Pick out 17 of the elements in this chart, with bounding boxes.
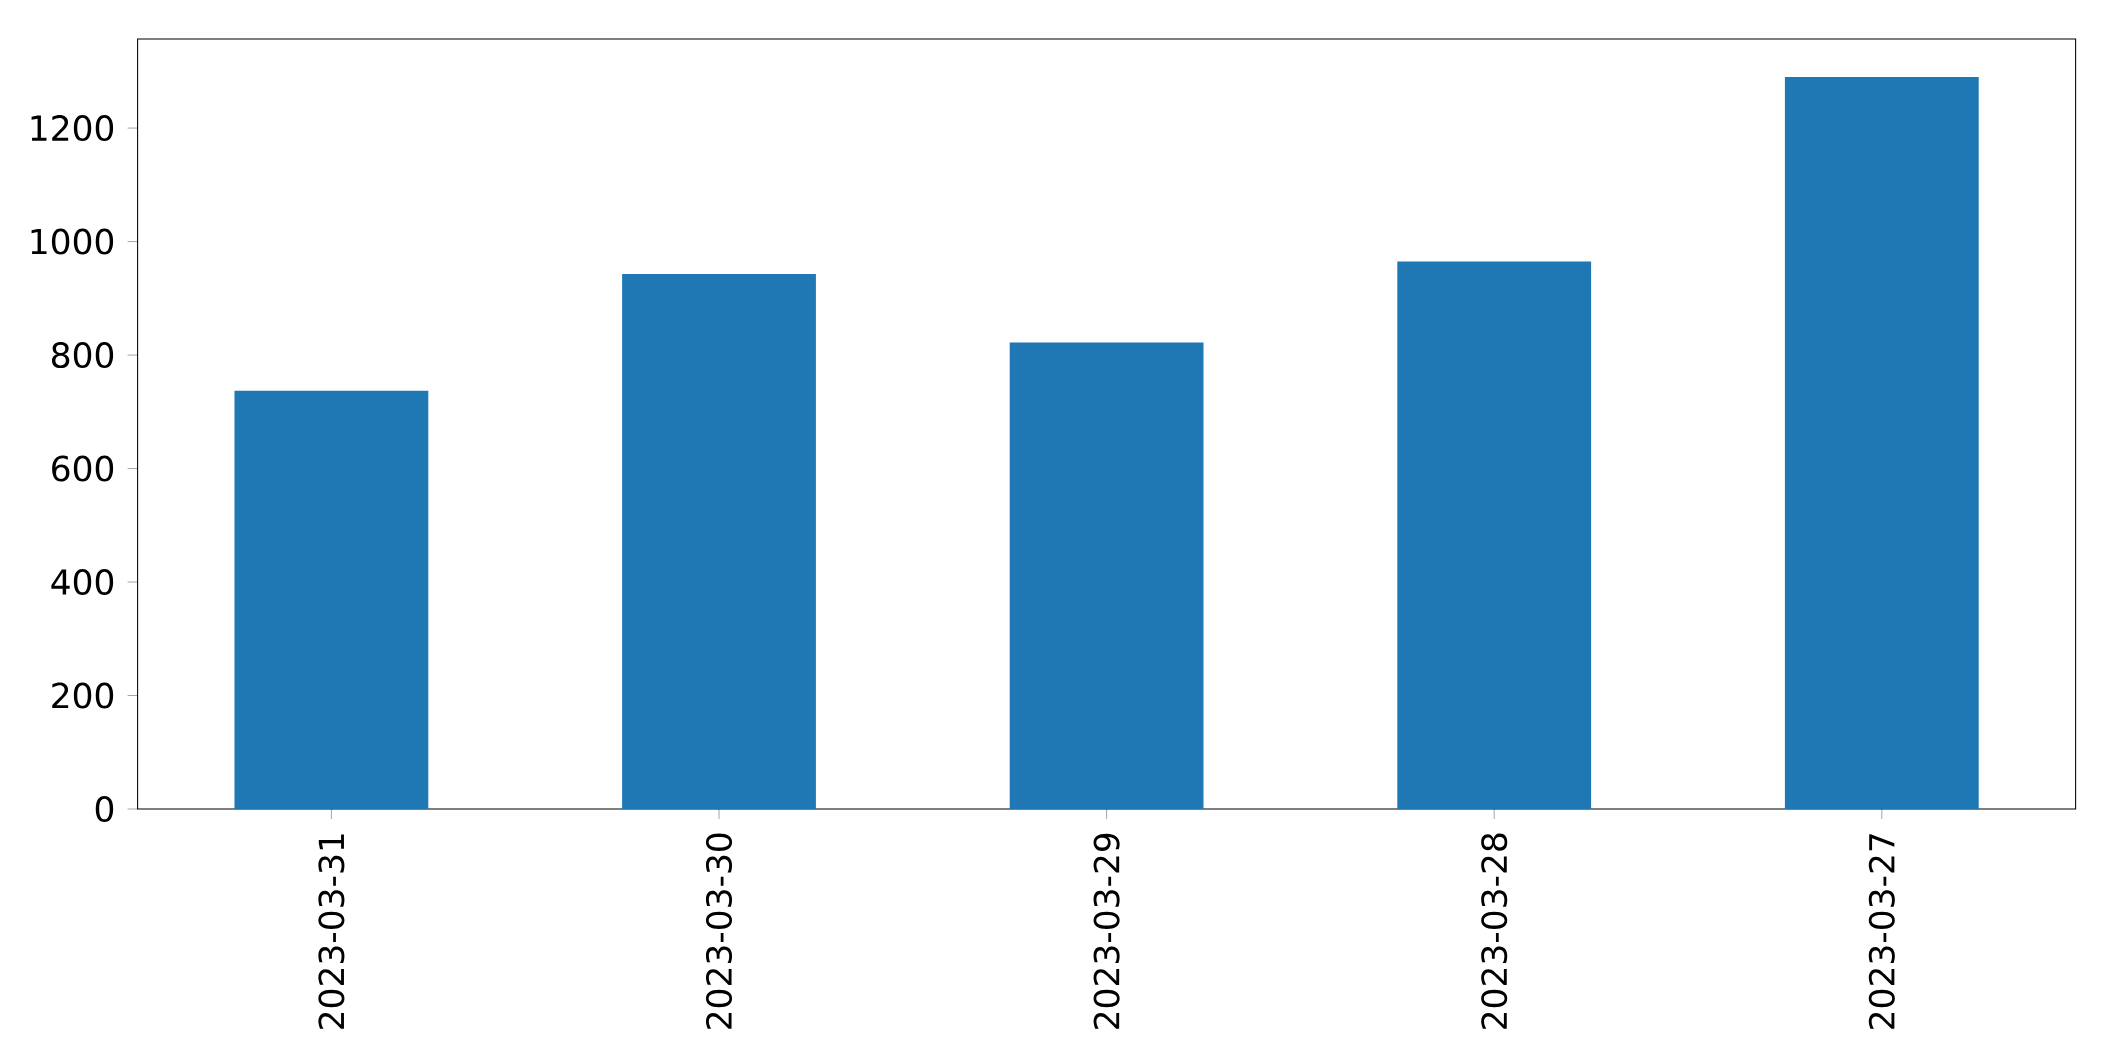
bar <box>1009 342 1204 809</box>
x-tick-label: 2023-03-27 <box>1868 834 1895 1029</box>
y-tick-label: 1200 <box>31 115 114 142</box>
bar <box>234 390 429 809</box>
y-tick-label: 400 <box>51 568 114 596</box>
y-tick-label: 200 <box>52 682 114 709</box>
y-tick-label: 0 <box>95 795 114 823</box>
x-tick-label: 2023-03-29 <box>1093 833 1120 1029</box>
x-tick-label: 2023-03-31 <box>318 834 345 1029</box>
x-tick-label: 2023-03-28 <box>1481 833 1508 1029</box>
y-tick-label: 600 <box>52 455 114 482</box>
y-tick-label: 1000 <box>31 228 114 255</box>
bar <box>1397 261 1592 809</box>
bar <box>622 273 816 809</box>
bar <box>1784 77 1979 809</box>
x-tick-label: 2023-03-30 <box>705 833 733 1029</box>
y-tick-label: 800 <box>52 342 114 369</box>
